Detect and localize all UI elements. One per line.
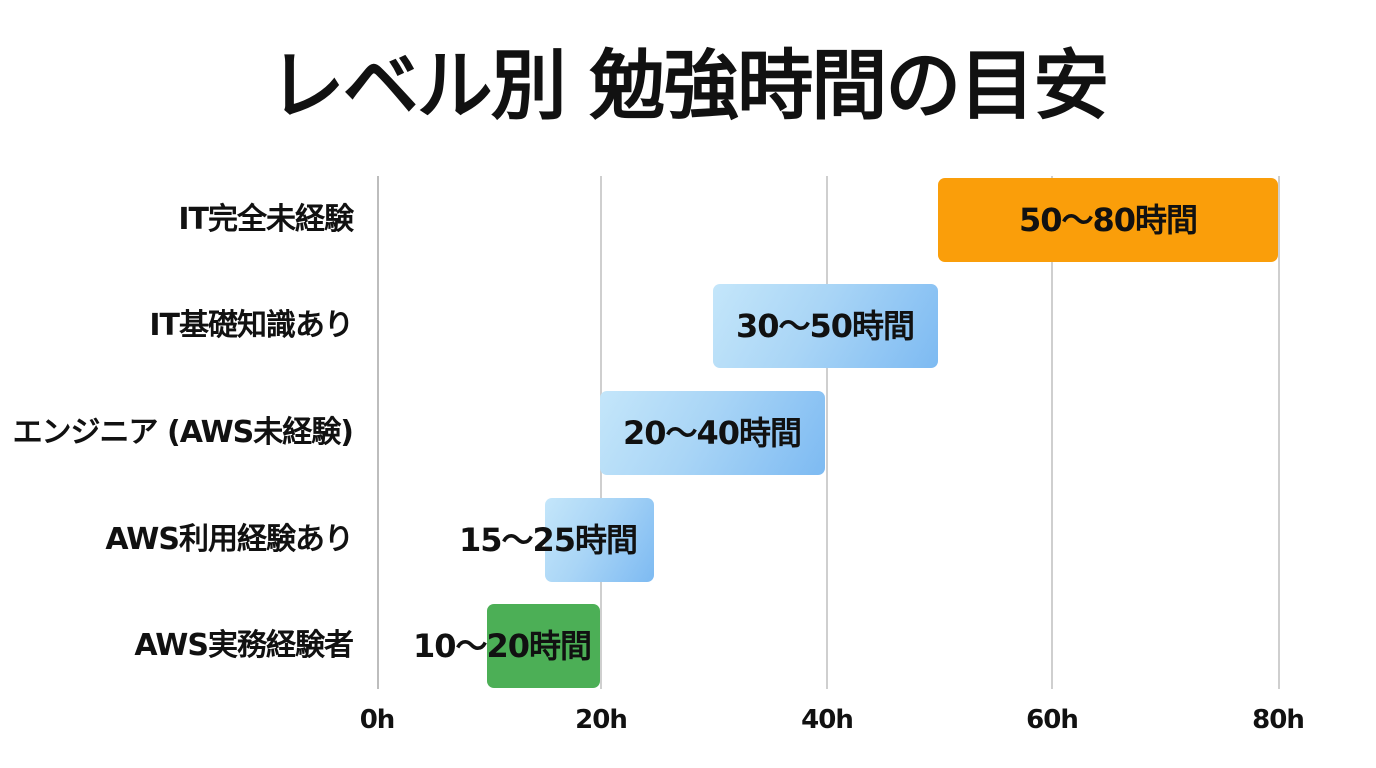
gridline-0h (377, 176, 379, 689)
gridline-40h (826, 176, 828, 689)
x-tick-label: 0h (359, 705, 396, 735)
bar-value-label: 20〜40時間 (622, 414, 802, 452)
x-tick-label: 40h (801, 705, 854, 735)
x-tick-label: 80h (1252, 705, 1305, 735)
chart-title: レベル別 勉強時間の目安 (268, 41, 1109, 130)
bar-aws-practitioner (487, 604, 600, 688)
bar-value-label: 50〜80時間 (1018, 201, 1198, 239)
bar-it-beginner (938, 178, 1278, 262)
bar-it-basics (713, 284, 938, 368)
category-label: IT完全未経験 (178, 202, 354, 237)
bar-value-label: 10〜20時間 (412, 627, 592, 665)
bar-value-label: 15〜25時間 (458, 521, 638, 559)
x-tick-label: 20h (575, 705, 628, 735)
category-label: IT基礎知識あり (149, 308, 354, 343)
gridline-80h (1278, 176, 1280, 689)
bar-engineer-no-aws (600, 391, 825, 475)
bar-value-label: 30〜50時間 (735, 307, 915, 345)
gridline-60h (1051, 176, 1053, 689)
category-label: AWS実務経験者 (134, 628, 354, 663)
bar-aws-user (545, 498, 654, 582)
x-tick-label: 60h (1026, 705, 1079, 735)
category-label: エンジニア (AWS未経験) (12, 415, 354, 450)
category-label: AWS利用経験あり (105, 522, 354, 557)
